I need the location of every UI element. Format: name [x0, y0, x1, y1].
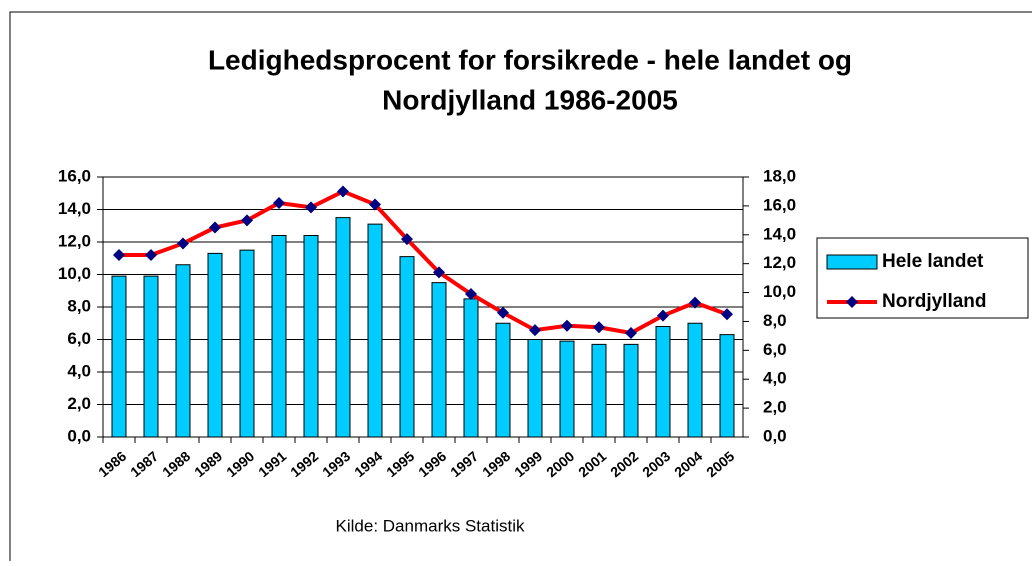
bar	[559, 340, 575, 438]
bar	[335, 217, 351, 438]
marker	[465, 288, 477, 300]
x-tick-label: 1992	[287, 448, 321, 480]
marker	[209, 221, 221, 234]
y2-tick-label: 2,0	[763, 398, 787, 417]
marker	[337, 185, 349, 198]
y2-tick-label: 18,0	[763, 166, 796, 185]
x-tick-label: 2000	[543, 448, 577, 480]
x-tick-label: 1990	[223, 448, 257, 480]
marker	[593, 321, 605, 334]
source: Kilde: Danmarks Statistik	[336, 516, 525, 535]
y-tick-label: 4,0	[67, 361, 91, 380]
marker	[241, 214, 253, 227]
y2-tick-label: 12,0	[763, 253, 796, 272]
x-tick-label: 2004	[671, 448, 705, 480]
bar	[591, 343, 607, 438]
y2-tick-label: 16,0	[763, 195, 796, 214]
bar	[303, 235, 319, 438]
bar	[399, 256, 415, 438]
marker	[497, 306, 509, 319]
y-tick-label: 12,0	[58, 231, 91, 250]
bar	[687, 322, 703, 438]
marker	[273, 197, 285, 209]
y2-tick-label: 14,0	[763, 224, 796, 243]
bar	[623, 343, 639, 438]
x-tick-label: 2002	[607, 448, 641, 480]
bar	[495, 322, 511, 438]
y-tick-label: 10,0	[58, 264, 91, 283]
y2-tick-label: 10,0	[763, 282, 796, 301]
bar	[207, 252, 223, 438]
x-tick-label: 1997	[447, 448, 481, 480]
marker	[401, 233, 413, 246]
y-tick-label: 6,0	[67, 329, 91, 348]
y-tick-label: 0,0	[67, 426, 91, 445]
marker	[145, 249, 157, 261]
legend-swatch	[826, 254, 878, 270]
bar	[463, 298, 479, 438]
marker	[369, 198, 381, 211]
marker	[113, 249, 125, 261]
y-tick-label: 8,0	[67, 296, 91, 315]
bar	[175, 264, 191, 438]
x-tick-label: 1987	[127, 448, 161, 480]
y2-tick-label: 8,0	[763, 311, 787, 330]
bar	[271, 235, 287, 438]
x-tick-label: 2003	[639, 448, 673, 480]
marker	[721, 308, 733, 321]
x-tick-label: 1995	[383, 448, 417, 480]
y-tick-label: 14,0	[58, 199, 91, 218]
bar	[431, 282, 447, 438]
x-tick-label: 1988	[159, 448, 193, 480]
bar	[239, 249, 255, 438]
chart-subtitle: Nordjylland 1986-2005	[382, 84, 678, 115]
marker	[689, 296, 701, 309]
x-tick-label: 2001	[575, 448, 609, 480]
x-tick-label: 1991	[255, 448, 289, 480]
marker	[433, 266, 445, 279]
y2-tick-label: 6,0	[763, 340, 787, 359]
x-tick-label: 1986	[95, 448, 129, 480]
legend-label: Nordjylland	[882, 291, 987, 312]
y2-tick-label: 4,0	[763, 369, 787, 388]
x-tick-label: 1996	[415, 448, 449, 480]
marker	[529, 324, 541, 337]
bar	[143, 275, 159, 438]
x-tick-label: 1998	[479, 448, 513, 480]
bar	[527, 339, 543, 438]
bar	[655, 326, 671, 438]
chart-title: Ledighedsprocent for forsikrede - hele l…	[208, 44, 852, 75]
legend-label: Hele landet	[882, 251, 984, 272]
x-tick-label: 1989	[191, 448, 225, 480]
legend-marker	[846, 296, 858, 308]
marker	[561, 319, 573, 332]
x-tick-label: 1994	[351, 448, 385, 480]
x-tick-label: 1993	[319, 448, 353, 480]
frame	[9, 11, 1032, 561]
line	[119, 189, 728, 336]
y-tick-label: 16,0	[58, 166, 91, 185]
marker	[177, 237, 189, 250]
bar	[719, 334, 735, 438]
bar	[111, 275, 127, 438]
y-tick-label: 2,0	[67, 394, 91, 413]
y2-tick-label: 0,0	[763, 426, 787, 445]
x-tick-label: 1999	[511, 448, 545, 480]
bar	[367, 223, 383, 438]
marker	[657, 309, 669, 322]
marker	[625, 327, 637, 339]
marker	[305, 201, 317, 214]
x-tick-label: 2005	[703, 448, 737, 480]
